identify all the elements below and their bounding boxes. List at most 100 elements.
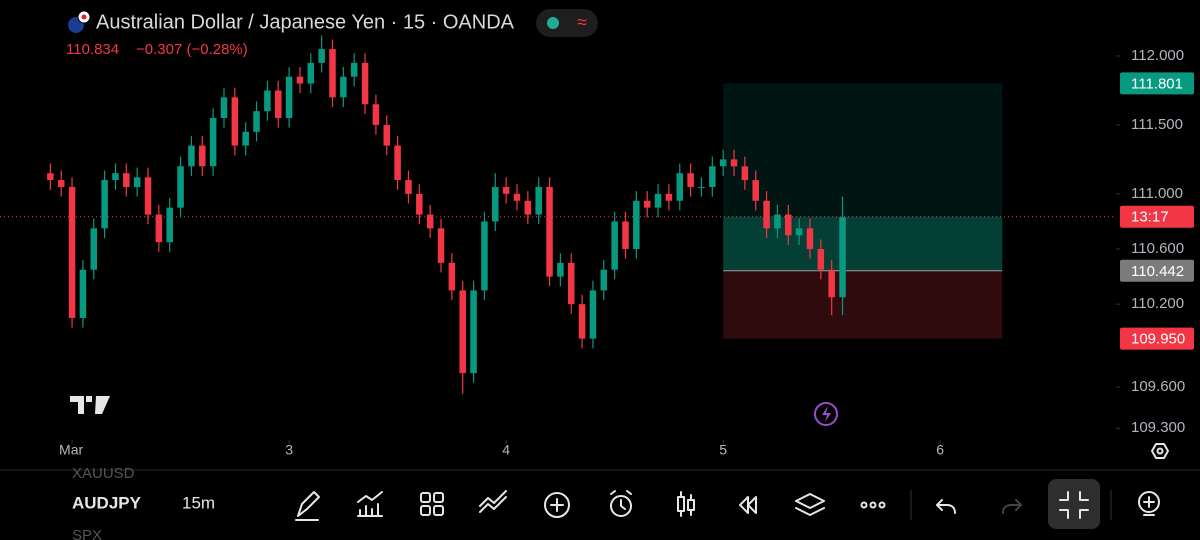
candle-body xyxy=(101,180,108,229)
candle-body xyxy=(698,186,705,188)
more[interactable] xyxy=(860,501,886,509)
undo[interactable] xyxy=(936,499,956,514)
candle-body xyxy=(177,166,184,208)
entry-tag xyxy=(1120,259,1194,282)
candle-body xyxy=(665,193,673,201)
candle-body xyxy=(654,193,662,208)
countdown-label: 13:17 xyxy=(1131,209,1169,226)
alert[interactable] xyxy=(610,490,632,517)
candle-body xyxy=(90,228,98,270)
candle-body xyxy=(828,269,835,298)
candle-body xyxy=(774,214,781,229)
add[interactable] xyxy=(544,492,570,518)
candle-body xyxy=(350,62,358,77)
countdown-tag xyxy=(1120,205,1194,228)
candle-body xyxy=(372,104,380,125)
candle-body xyxy=(231,97,239,146)
redo[interactable] xyxy=(1002,499,1023,514)
candle-body xyxy=(719,159,727,167)
candle-body xyxy=(611,221,618,270)
layers[interactable] xyxy=(795,493,825,516)
candle-body xyxy=(817,249,825,270)
y-tick-label: 110.600 xyxy=(1131,240,1184,257)
ideas[interactable] xyxy=(1138,491,1160,516)
indicators[interactable] xyxy=(357,491,383,517)
tv-logo xyxy=(70,396,110,414)
stop-zone xyxy=(723,270,1003,339)
x-tick-label: 6 xyxy=(936,442,944,458)
candle-body xyxy=(546,186,553,277)
candle-body xyxy=(567,262,575,305)
x-tick-label: 3 xyxy=(285,442,293,458)
drawing-tool[interactable] xyxy=(295,491,320,521)
candle-body xyxy=(264,90,271,112)
candle-body xyxy=(394,145,401,181)
candle-body xyxy=(155,214,163,243)
candle-body xyxy=(57,180,65,187)
candle-body xyxy=(47,173,54,181)
target-tag xyxy=(1120,72,1194,95)
candle-body xyxy=(492,186,499,222)
symbol-faded[interactable]: SPX xyxy=(72,527,102,540)
market-open-dot xyxy=(547,17,559,29)
replay[interactable] xyxy=(739,496,757,514)
collapse-icon xyxy=(1059,491,1089,519)
templates[interactable] xyxy=(420,492,444,516)
x-tick-label: 5 xyxy=(719,442,727,458)
candle-body xyxy=(199,145,206,167)
settings-icon[interactable] xyxy=(1151,443,1169,459)
candle-body xyxy=(220,97,228,119)
candle-body xyxy=(513,193,521,201)
fullscreen-button[interactable] xyxy=(1048,479,1100,529)
x-tick-label: Mar xyxy=(59,442,83,458)
interval[interactable]: 15m xyxy=(182,493,215,512)
candle-body xyxy=(839,217,846,298)
candle-body xyxy=(524,200,532,215)
candle-body xyxy=(416,193,423,215)
status-pill[interactable] xyxy=(536,9,598,37)
lightning-icon[interactable] xyxy=(814,402,838,426)
plot xyxy=(0,35,1116,394)
price-change: −0.307 (−0.28%) xyxy=(136,41,248,58)
candle-body xyxy=(426,214,434,229)
y-tick-label: 109.600 xyxy=(1131,378,1185,395)
candle-body xyxy=(643,200,651,208)
candle-body xyxy=(361,62,369,105)
candle-body xyxy=(296,76,304,84)
candle-body xyxy=(318,49,325,63)
candle-body xyxy=(557,262,564,277)
y-tick-label: 109.300 xyxy=(1131,419,1185,436)
candle-body xyxy=(144,177,152,215)
compare[interactable] xyxy=(479,490,507,513)
candle-body xyxy=(383,124,391,146)
chart-type[interactable] xyxy=(677,491,695,517)
candle-body xyxy=(112,173,119,181)
candle-body xyxy=(730,159,738,167)
candle-body xyxy=(133,177,141,187)
settings-icon-center xyxy=(1156,447,1164,455)
candle-body xyxy=(622,221,629,250)
candle-body xyxy=(741,166,749,181)
y-tick-label: 111.000 xyxy=(1131,185,1183,202)
stop-label: 109.950 xyxy=(1131,331,1185,348)
overlay: 112.000 111.500 111.000 110.600 110.200 109.6… xyxy=(59,47,1194,458)
candle-body xyxy=(123,173,130,187)
candle-body xyxy=(285,76,293,119)
candle-body xyxy=(448,262,456,291)
symbol-faded[interactable]: XAUUSD xyxy=(72,465,135,482)
symbol-title[interactable]: Australian Dollar / Japanese Yen · 15 · … xyxy=(96,11,515,33)
candle-body xyxy=(68,186,76,318)
candle-body xyxy=(785,214,792,236)
y-tick-label: 111.500 xyxy=(1131,116,1183,133)
delay-icon: ≈ xyxy=(577,12,587,32)
x-tick-label: 4 xyxy=(502,442,510,458)
candle-body xyxy=(502,186,510,194)
symbol[interactable]: AUDJPY xyxy=(72,493,142,512)
entry-label: 110.442 xyxy=(1131,263,1184,280)
candle-body xyxy=(709,166,716,187)
candle-body xyxy=(405,180,412,194)
candle-body xyxy=(806,228,814,250)
